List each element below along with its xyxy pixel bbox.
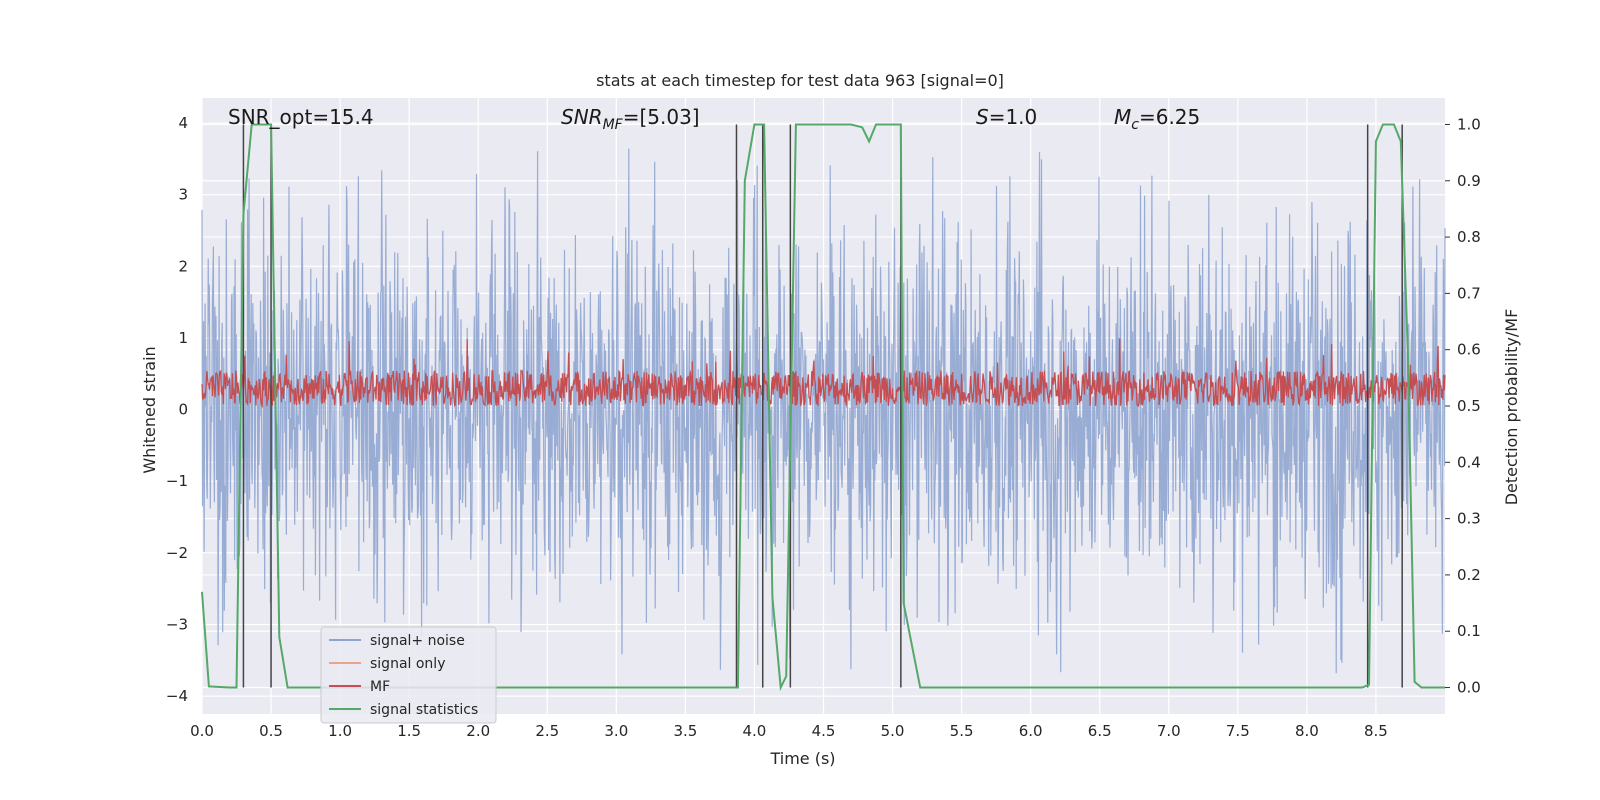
y-left-tick-label: −3 bbox=[166, 615, 188, 633]
x-tick-label: 7.5 bbox=[1226, 722, 1250, 740]
annotation-snr-mf: SNRMF=[5.03] bbox=[561, 105, 700, 133]
y-right-tick-label: 0.6 bbox=[1457, 341, 1481, 359]
y-left-tick-label: −1 bbox=[166, 472, 188, 490]
x-tick-label: 4.5 bbox=[812, 722, 836, 740]
x-tick-label: 0.5 bbox=[259, 722, 283, 740]
y-right-tick-label: 0.3 bbox=[1457, 510, 1481, 528]
x-tick-label: 6.0 bbox=[1019, 722, 1043, 740]
y-right-tick-label: 1.0 bbox=[1457, 115, 1481, 133]
x-tick-label: 1.5 bbox=[397, 722, 421, 740]
legend-label-mf: MF bbox=[370, 679, 390, 695]
x-tick-label: 5.0 bbox=[881, 722, 905, 740]
annotation-snr-mf-sub: MF bbox=[603, 117, 624, 133]
annotation-mc-main: M bbox=[1114, 105, 1131, 129]
x-tick-label: 5.5 bbox=[950, 722, 974, 740]
y-axis-right-title: Detection probability/MF bbox=[1502, 309, 1521, 506]
series-mf bbox=[201, 338, 1446, 409]
y-axis-left-title: Whitened strain bbox=[140, 346, 159, 473]
chart-title: stats at each timestep for test data 963… bbox=[596, 71, 1004, 90]
y-right-tick-label: 0.7 bbox=[1457, 284, 1481, 302]
legend-label-signal-noise: signal+ noise bbox=[370, 633, 465, 649]
y-left-tick-label: −4 bbox=[166, 687, 188, 705]
y-right-tick-label: 0.8 bbox=[1457, 228, 1481, 246]
x-tick-label: 7.0 bbox=[1157, 722, 1181, 740]
x-tick-label: 2.5 bbox=[535, 722, 559, 740]
y-left-tick-label: 2 bbox=[178, 257, 188, 275]
annotation-snr-mf-value: =[5.03] bbox=[623, 105, 700, 129]
y-right-tick-label: 0.1 bbox=[1457, 622, 1481, 640]
y-left-tick-label: 4 bbox=[178, 114, 188, 132]
x-tick-label: 8.5 bbox=[1364, 722, 1388, 740]
legend-label-signal-statistics: signal statistics bbox=[370, 702, 478, 718]
x-tick-label: 1.0 bbox=[328, 722, 352, 740]
y-left-tick-label: 0 bbox=[178, 401, 188, 419]
annotation-snr-mf-main: SNR bbox=[561, 105, 603, 129]
x-tick-label: 0.0 bbox=[190, 722, 214, 740]
annotation-mc: Mc=6.25 bbox=[1114, 105, 1200, 133]
annotation-mc-sub: c bbox=[1131, 117, 1139, 133]
y-axis-right-ticks: 0.0 0.1 0.2 0.3 0.4 0.5 0.6 0.7 0.8 0.9 1.0 bbox=[1445, 115, 1481, 697]
legend: signal+ noise signal only MF signal stat… bbox=[320, 626, 497, 724]
y-right-tick-label: 0.9 bbox=[1457, 172, 1481, 190]
x-axis-ticks: 0.0 0.5 1.0 1.5 2.0 2.5 3.0 3.5 4.0 4.5 5.0 5.5 6.0 6… bbox=[190, 722, 1388, 740]
y-axis-left-ticks: −4 −3 −2 −1 0 1 2 3 4 bbox=[166, 114, 188, 705]
x-tick-label: 6.5 bbox=[1088, 722, 1112, 740]
legend-label-signal-only: signal only bbox=[370, 656, 445, 672]
annotation-s: S=1.0 bbox=[976, 105, 1037, 129]
y-right-tick-label: 0.5 bbox=[1457, 397, 1481, 415]
y-left-tick-label: 3 bbox=[178, 186, 188, 204]
x-tick-label: 8.0 bbox=[1295, 722, 1319, 740]
y-left-tick-label: −2 bbox=[166, 544, 188, 562]
y-right-tick-label: 0.0 bbox=[1457, 679, 1481, 697]
x-tick-label: 3.5 bbox=[673, 722, 697, 740]
x-axis-title: Time (s) bbox=[769, 749, 835, 768]
annotation-s-value: =1.0 bbox=[989, 105, 1038, 129]
y-right-tick-label: 0.2 bbox=[1457, 566, 1481, 584]
signal-statistics-line bbox=[201, 123, 1445, 692]
signal-noise-line bbox=[201, 148, 1446, 674]
series-signal-statistics bbox=[201, 123, 1446, 692]
x-tick-label: 2.0 bbox=[466, 722, 490, 740]
y-right-tick-label: 0.4 bbox=[1457, 453, 1481, 471]
x-tick-label: 4.0 bbox=[743, 722, 767, 740]
annotation-snr-opt: SNR_opt=15.4 bbox=[228, 105, 374, 129]
annotation-s-main: S bbox=[976, 105, 989, 129]
x-tick-label: 3.0 bbox=[604, 722, 628, 740]
annotation-mc-value: =6.25 bbox=[1139, 105, 1200, 129]
legend-frame bbox=[320, 626, 497, 724]
y-left-tick-label: 1 bbox=[178, 329, 188, 347]
mf-line bbox=[201, 338, 1446, 409]
series-signal-noise bbox=[201, 148, 1446, 674]
